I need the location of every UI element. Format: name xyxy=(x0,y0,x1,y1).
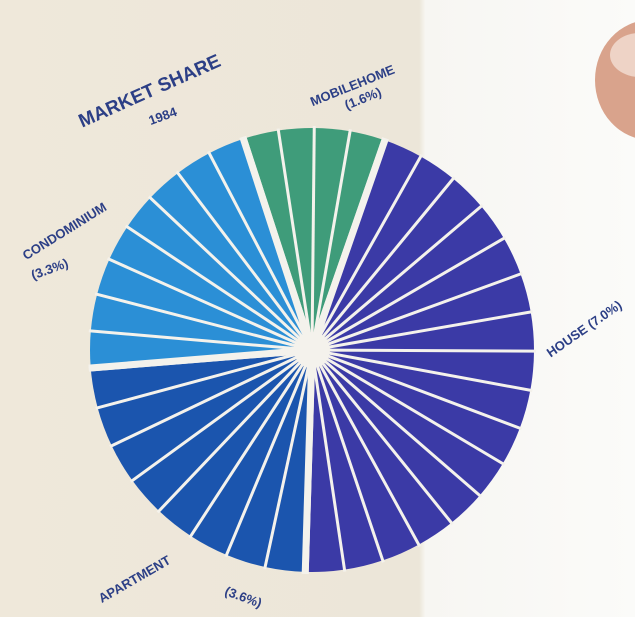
wedge-separator xyxy=(301,363,316,575)
wedge-separator xyxy=(317,361,422,548)
wedge-separator xyxy=(263,363,311,570)
pie-slice xyxy=(90,350,313,572)
wedge-separator xyxy=(310,125,316,337)
wedge-separator xyxy=(94,292,299,348)
wedge-separator xyxy=(239,135,312,338)
wedge-separator xyxy=(324,271,523,347)
pie-slice xyxy=(305,140,534,572)
wedge-separator xyxy=(147,195,303,342)
wedge-separator xyxy=(175,170,305,340)
wedge-separator xyxy=(312,363,347,572)
wedge-separator xyxy=(88,329,299,351)
wedge-separator xyxy=(224,362,308,558)
wedge-separator xyxy=(312,129,352,337)
pie-slice xyxy=(90,138,312,368)
wedge-separator xyxy=(315,362,385,563)
wedge-separator xyxy=(206,150,307,339)
wedge-separator xyxy=(106,257,300,346)
wedge-separator xyxy=(276,128,312,337)
fingernail xyxy=(610,33,635,77)
wedge-separator xyxy=(324,353,523,431)
wedge-separator xyxy=(317,153,424,339)
wedge-separator xyxy=(323,355,506,466)
wedge-separator xyxy=(88,347,299,372)
wedge-separator xyxy=(325,351,533,393)
wedge-separator xyxy=(321,203,484,343)
wedge-separator xyxy=(129,357,302,483)
wedge-separator xyxy=(319,359,454,526)
wedge-separator xyxy=(313,137,389,338)
wedge-separator xyxy=(323,236,507,345)
pie xyxy=(88,125,537,575)
wedge-separator xyxy=(319,176,456,341)
wedge-separator xyxy=(325,348,537,353)
wedge-separator xyxy=(188,360,306,539)
pie-hole xyxy=(294,332,330,368)
wedge-separator xyxy=(321,358,483,498)
wedge-separator xyxy=(325,310,533,350)
wedge-separator xyxy=(95,352,299,410)
wedge-separator xyxy=(109,354,301,448)
wedge-separator xyxy=(156,359,304,514)
wedge-separator xyxy=(124,224,302,344)
